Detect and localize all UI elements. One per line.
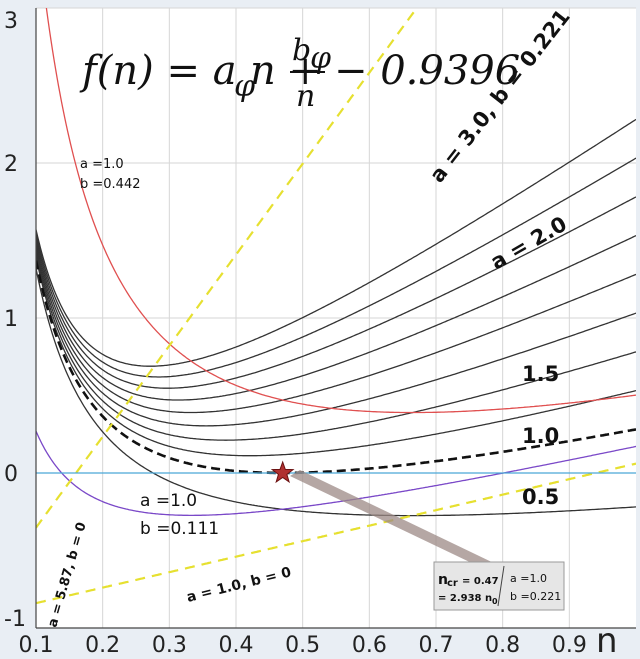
ncr-pointer [290,470,500,566]
formula-den: n [296,79,315,114]
label-red-b: b =0.442 [80,177,141,192]
ncr-line2-sub: 0 [492,597,498,606]
y-tick-label: -1 [4,607,26,632]
x-tick-label: 0.5 [285,633,320,658]
ncr-main: n [438,572,448,588]
label-15: 1.5 [522,362,559,386]
formula-lhs: f(n) = a [79,48,237,94]
x-tick-label: 0.3 [152,633,187,658]
series-line-10 [45,8,636,414]
y-tick-label: 1 [4,307,18,332]
y-tick-label: 0 [4,462,18,487]
ncr-line2: = 2.938 n [438,593,492,604]
formula-num-b: b [292,33,311,68]
series-line-4 [36,244,636,414]
x-tick-label: 0.9 [552,633,587,658]
ticks: 0.1 0.2 0.3 0.4 0.5 0.6 0.7 0.8 0.9 -1 0 1 2 3 [4,9,587,658]
y-tick-label: 2 [4,152,18,177]
series-line-13 [36,462,636,605]
y-tick-label: 3 [4,9,18,34]
formula-sub-b: φ [310,41,331,76]
x-axis-label: n [596,621,618,659]
series-line-9 [36,268,636,517]
series-line-6 [36,252,636,441]
x-tick-label: 0.4 [219,633,254,658]
series-line-1 [36,157,636,378]
formula-sub-a: φ [234,69,255,104]
label-purple-b: b =0.111 [140,519,219,539]
formula: f(n) = a φ n + b φ n − 0.9396 [79,33,520,114]
label-05: 0.5 [522,485,559,509]
series-line-7 [36,256,636,457]
x-tick-label: 0.8 [485,633,520,658]
series-line-11 [36,430,636,517]
series-line-0 [36,118,636,367]
series-line-5 [36,248,636,427]
ncr-val: = 0.47 [462,576,499,587]
formula-rhs: − 0.9396 [334,48,520,94]
critical-point-star [270,460,295,484]
curves [36,8,636,605]
x-tick-label: 0.2 [85,633,120,658]
series-line-2 [36,196,636,389]
ncr-sub: cr [447,578,458,589]
series-line-3 [36,235,636,401]
x-tick-label: 0.7 [419,633,454,658]
label-red-a: a =1.0 [80,157,124,172]
ncr-divider [497,565,505,607]
x-tick-label: 0.1 [19,633,54,658]
ncr-b: b =0.221 [510,590,561,603]
label-purple-a: a =1.0 [140,491,197,511]
label-10: 1.0 [522,424,559,448]
x-tick-label: 0.6 [352,633,387,658]
series-line-8 [36,260,636,475]
ncr-a: a =1.0 [510,572,547,585]
